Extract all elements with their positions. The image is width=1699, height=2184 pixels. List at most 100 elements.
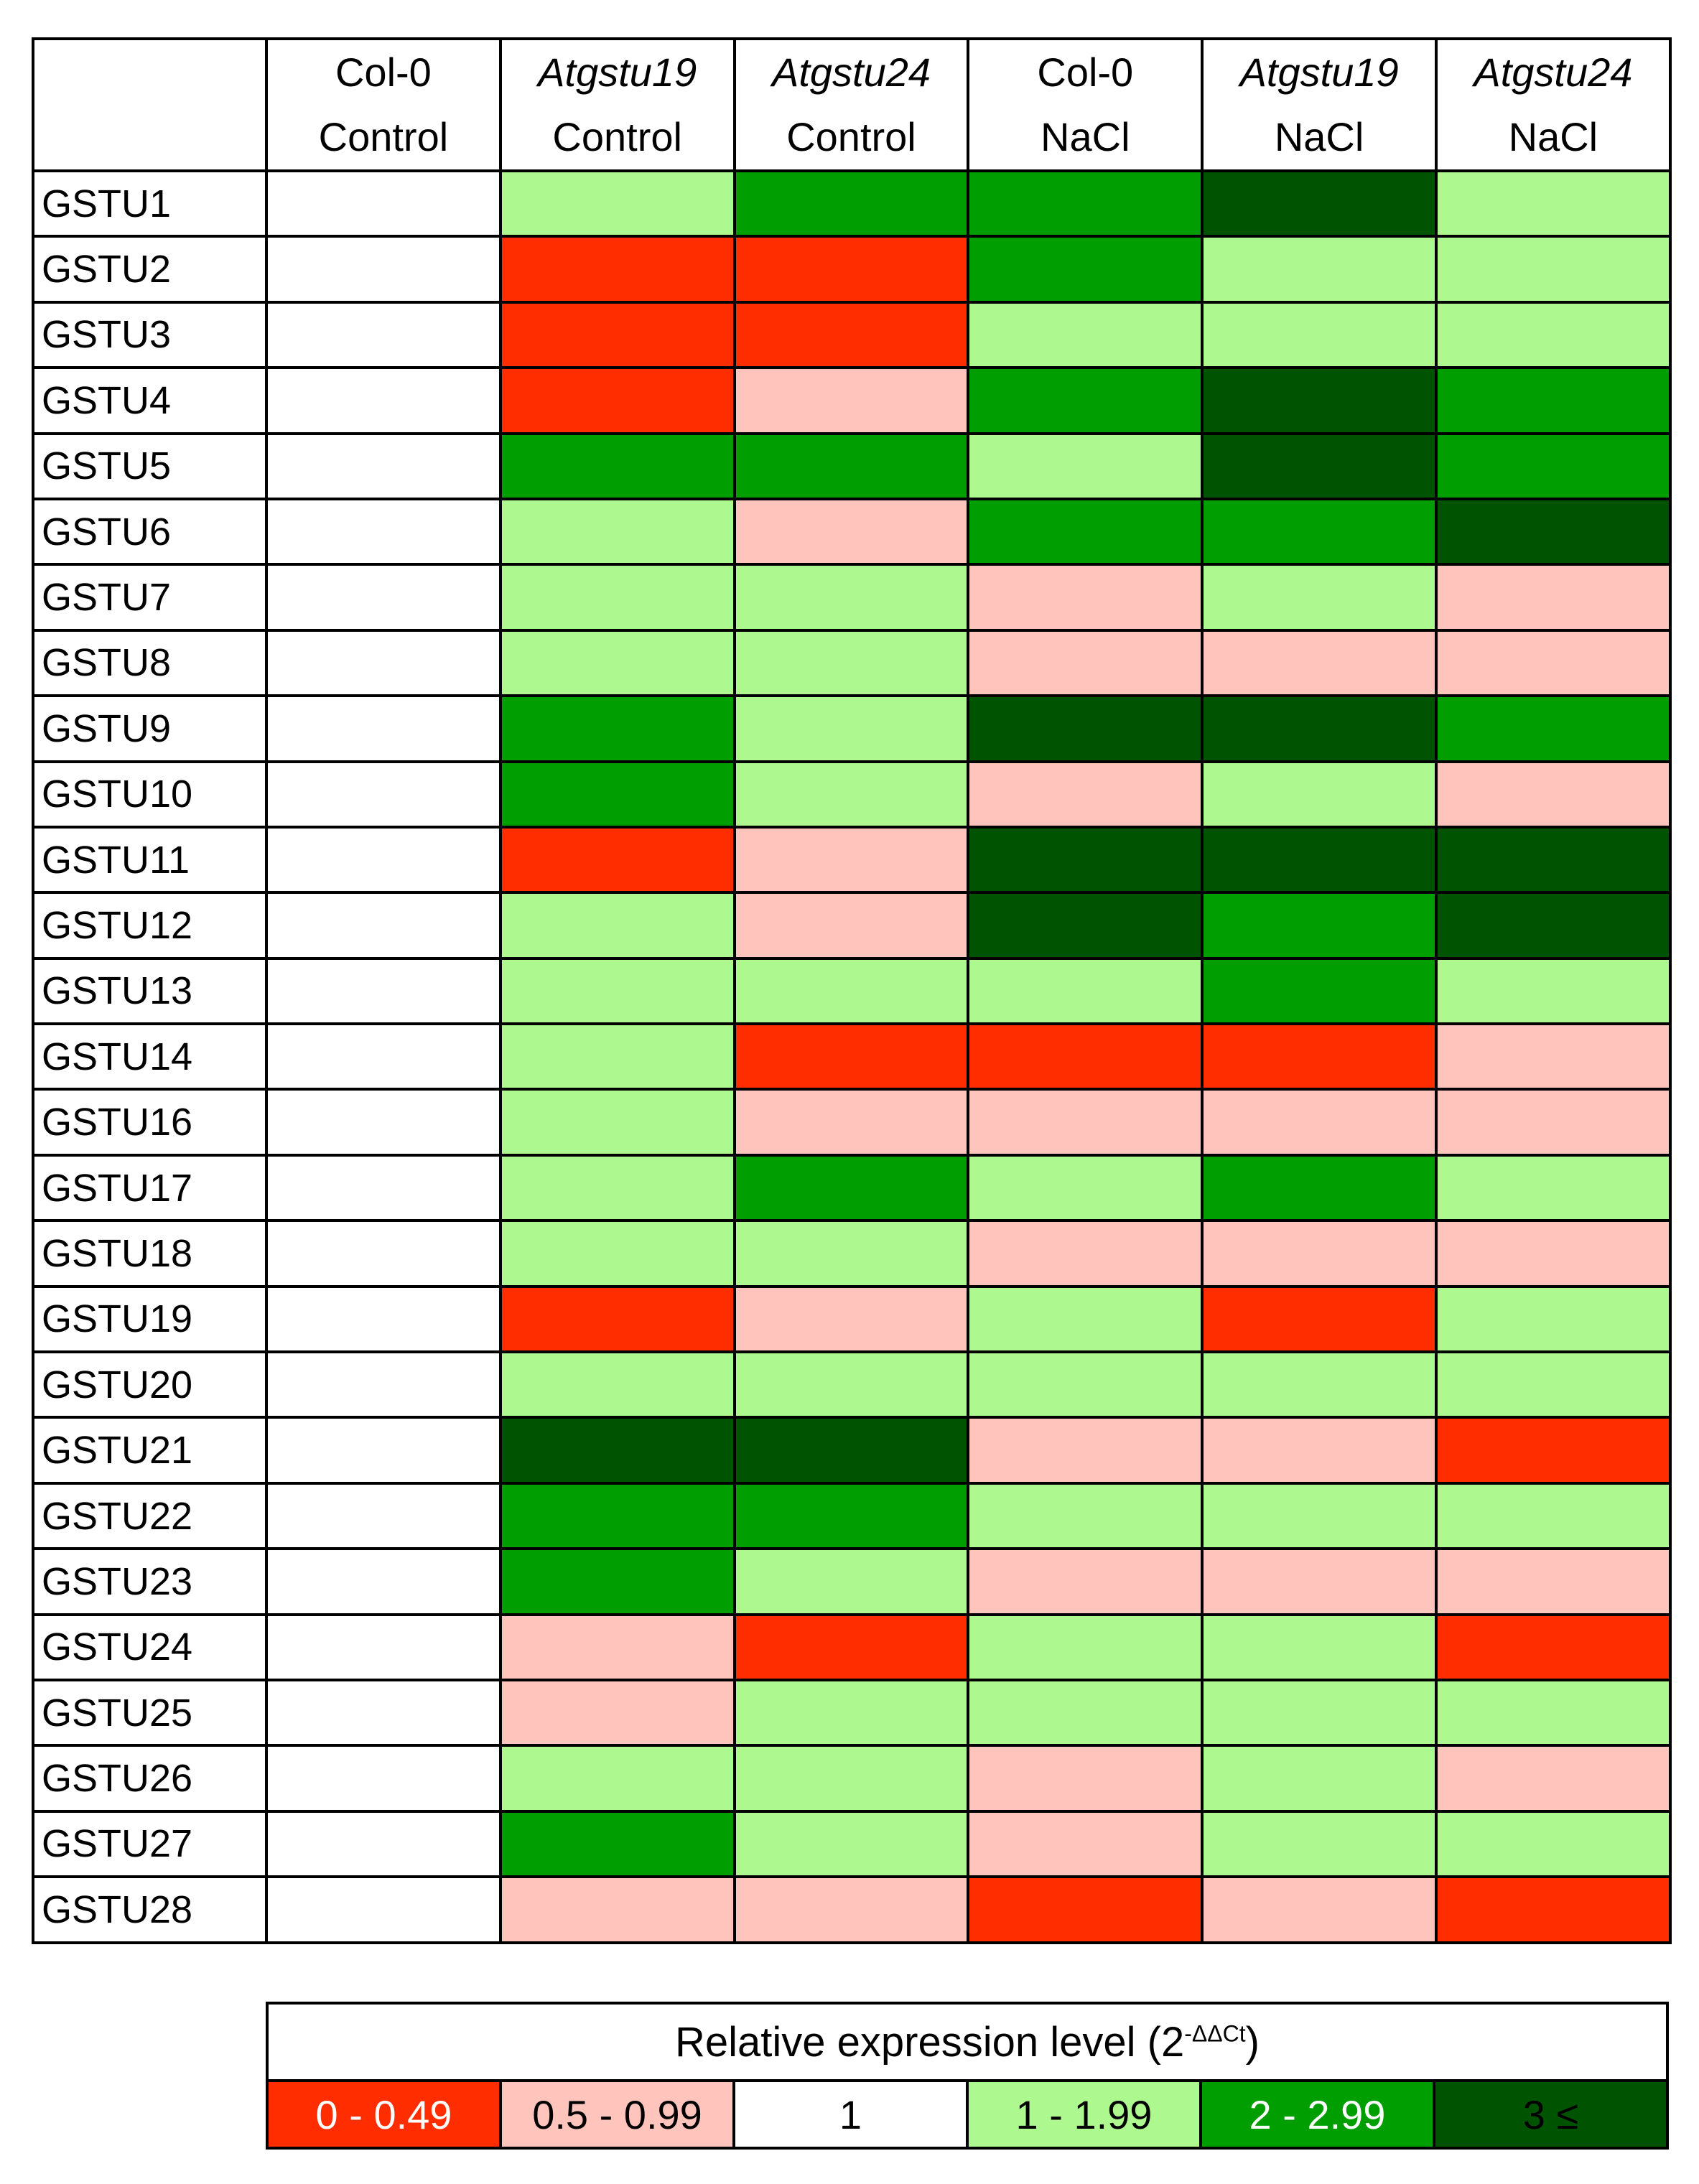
legend-title: Relative expression level (2-ΔΔCt)	[266, 2002, 1669, 2082]
heatmap-cell	[1201, 1153, 1438, 1223]
heatmap-cell	[498, 825, 736, 895]
heatmap-cell	[1434, 956, 1672, 1026]
heatmap-cell	[498, 1875, 736, 1944]
column-header: Atgstu19 NaCl	[1201, 37, 1438, 172]
heatmap-cell	[967, 1744, 1204, 1813]
heatmap-cell	[732, 235, 970, 304]
gene-label: GSTU10	[32, 760, 268, 829]
gene-label: GSTU25	[32, 1678, 268, 1747]
heatmap-cell	[732, 1153, 970, 1223]
heatmap-cell	[967, 169, 1204, 238]
gene-label: GSTU11	[32, 825, 268, 895]
heatmap-cell	[1201, 891, 1438, 960]
heatmap-cell	[498, 431, 736, 500]
gene-label: GSTU5	[32, 431, 268, 500]
heatmap-row: GSTU18	[32, 1219, 1672, 1288]
heatmap-cell	[498, 300, 736, 370]
column-treatment-label: Control	[786, 114, 916, 159]
legend-title-text: Relative expression level (2	[675, 2018, 1185, 2066]
heatmap-cell	[732, 300, 970, 370]
heatmap-cell	[967, 1219, 1204, 1288]
heatmap-cell	[732, 628, 970, 698]
heatmap-cell	[1434, 366, 1672, 435]
heatmap-cell	[967, 694, 1204, 763]
heatmap-cell	[732, 563, 970, 632]
gene-label: GSTU22	[32, 1481, 268, 1551]
heatmap-cell	[1434, 1022, 1672, 1091]
gene-label: GSTU26	[32, 1744, 268, 1813]
heatmap-cell	[265, 825, 502, 895]
heatmap-cell	[732, 1875, 970, 1944]
gene-label: GSTU6	[32, 497, 268, 566]
heatmap-cell	[1201, 956, 1438, 1026]
heatmap-cell	[1434, 1875, 1672, 1944]
heatmap-cell	[498, 1613, 736, 1681]
heatmap-cell	[732, 891, 970, 960]
heatmap-cell	[498, 760, 736, 829]
heatmap-cell	[1201, 1613, 1438, 1681]
heatmap-cell	[967, 956, 1204, 1026]
heatmap-cell	[967, 891, 1204, 960]
heatmap-cell	[498, 563, 736, 632]
heatmap-row: GSTU23	[32, 1547, 1672, 1616]
heatmap-cell	[967, 235, 1204, 304]
heatmap-cell	[732, 1547, 970, 1616]
column-genotype-label: Col-0	[335, 50, 432, 95]
heatmap-cell	[732, 1416, 970, 1485]
heatmap-cell	[1201, 1744, 1438, 1813]
heatmap-cell	[1434, 628, 1672, 698]
heatmap-cell	[732, 1613, 970, 1681]
heatmap-cell	[498, 366, 736, 435]
heatmap-cell	[498, 235, 736, 304]
column-genotype-label: Atgstu24	[771, 50, 931, 95]
heatmap-cell	[265, 366, 502, 435]
heatmap-cell	[732, 694, 970, 763]
heatmap-cell	[1434, 891, 1672, 960]
heatmap-cell	[1434, 563, 1672, 632]
heatmap-cell	[967, 1547, 1204, 1616]
heatmap-cell	[1201, 1809, 1438, 1879]
heatmap-cell	[967, 1809, 1204, 1879]
heatmap-cell	[967, 1481, 1204, 1551]
heatmap-cell	[1201, 235, 1438, 304]
heatmap-cell	[1434, 497, 1672, 566]
gene-label: GSTU3	[32, 300, 268, 370]
heatmap-cell	[1434, 760, 1672, 829]
heatmap-cell	[1434, 694, 1672, 763]
heatmap-cell	[1434, 1613, 1672, 1681]
gene-label: GSTU23	[32, 1547, 268, 1616]
heatmap-cell	[732, 1219, 970, 1288]
heatmap-cell	[1201, 1350, 1438, 1419]
heatmap-row: GSTU2	[32, 235, 1672, 304]
heatmap-cell	[265, 1547, 502, 1616]
heatmap-row: GSTU16	[32, 1088, 1672, 1157]
gene-label: GSTU27	[32, 1809, 268, 1879]
gene-label: GSTU18	[32, 1219, 268, 1288]
heatmap-cell	[265, 563, 502, 632]
heatmap-row: GSTU13	[32, 956, 1672, 1026]
column-genotype-label: Atgstu19	[538, 50, 697, 95]
gene-label: GSTU8	[32, 628, 268, 698]
heatmap-cell	[265, 1416, 502, 1485]
heatmap-row: GSTU28	[32, 1875, 1672, 1944]
heatmap-cell	[967, 1678, 1204, 1747]
heatmap-cell	[967, 1088, 1204, 1157]
heatmap-cell	[498, 956, 736, 1026]
heatmap-cell	[1434, 1088, 1672, 1157]
heatmap-row: GSTU4	[32, 366, 1672, 435]
heatmap-row: GSTU25	[32, 1678, 1672, 1747]
heatmap-cell	[967, 1350, 1204, 1419]
heatmap-cell	[967, 1416, 1204, 1485]
heatmap-cell	[1201, 1547, 1438, 1616]
heatmap-row: GSTU7	[32, 563, 1672, 632]
heatmap-row: GSTU14	[32, 1022, 1672, 1091]
gene-label: GSTU12	[32, 891, 268, 960]
heatmap-cell	[265, 694, 502, 763]
heatmap-body: GSTU1 GSTU2 GSTU3 GSTU4 GSTU5 GSTU6 GSTU7 GSTU8…	[32, 169, 1672, 1944]
legend-swatch: 2 - 2.99	[1199, 2079, 1435, 2150]
heatmap-cell	[265, 1613, 502, 1681]
heatmap-cell	[1201, 1022, 1438, 1091]
heatmap-cell	[732, 169, 970, 238]
heatmap-cell	[732, 1678, 970, 1747]
heatmap-cell	[967, 760, 1204, 829]
